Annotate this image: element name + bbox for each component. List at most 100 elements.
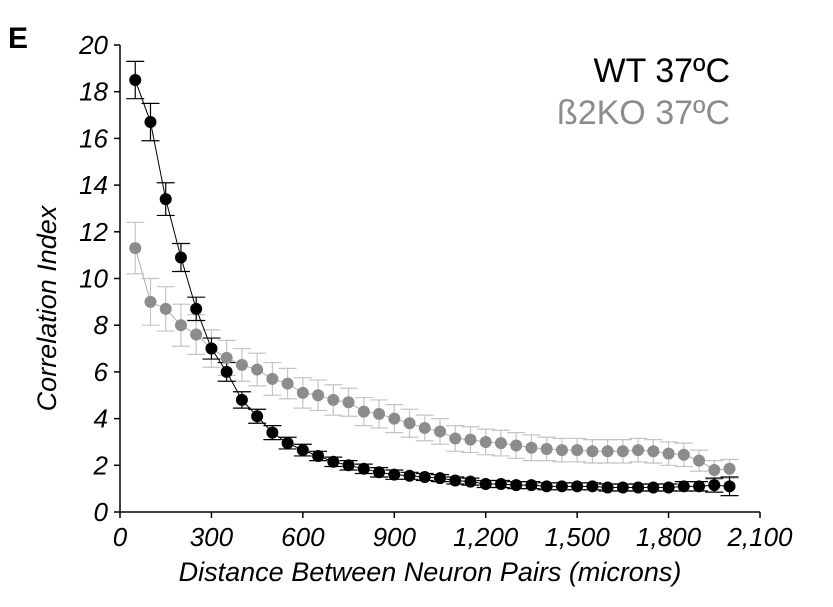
ko-errorbars	[126, 221, 739, 480]
wt-data-point	[235, 393, 248, 406]
ko-data-point	[662, 447, 675, 460]
wt-data-point	[449, 474, 462, 487]
wt-data-point	[220, 365, 233, 378]
wt-data-point	[571, 480, 584, 493]
wt-series-line	[134, 79, 730, 488]
wt-data-point	[510, 479, 523, 492]
wt-data-point	[479, 477, 492, 490]
panel-label: E	[8, 22, 28, 55]
ko-data-point	[129, 242, 142, 255]
wt-data-point	[464, 475, 477, 488]
wt-trend-line	[134, 79, 730, 488]
x-tick-label: 600	[281, 522, 325, 552]
ko-data-point	[190, 328, 203, 341]
ko-data-point	[540, 442, 553, 455]
wt-data-point	[693, 480, 706, 493]
ko-data-point	[632, 444, 645, 457]
wt-data-point	[190, 302, 203, 315]
wt-data-point	[159, 193, 172, 206]
ko-data-point	[373, 407, 386, 420]
y-tick-label: 8	[94, 310, 109, 340]
ko-data-point	[418, 421, 431, 434]
wt-data-point	[327, 455, 340, 468]
wt-data-point	[266, 426, 279, 439]
x-tick-label: 900	[373, 522, 417, 552]
wt-data-point	[540, 480, 553, 493]
x-axis-title: Distance Between Neuron Pairs (microns)	[179, 557, 682, 587]
y-tick-label: 10	[79, 264, 108, 294]
y-tick-label: 14	[79, 170, 108, 200]
wt-data-point	[205, 342, 218, 355]
wt-data-point	[708, 479, 721, 492]
legend: WT 37ºC ß2KO 37ºC	[557, 52, 730, 132]
x-tick-label: 1,800	[636, 522, 702, 552]
x-tick-label: 300	[190, 522, 234, 552]
wt-data-point	[525, 479, 538, 492]
ko-points	[129, 242, 736, 476]
y-axis-title: Correlation Index	[32, 204, 62, 411]
y-tick-label: 4	[94, 404, 108, 434]
x-tick-label: 2,100	[726, 522, 793, 552]
wt-data-point	[403, 469, 416, 482]
y-tick-label: 18	[79, 77, 108, 107]
wt-points	[129, 74, 736, 494]
ko-data-point	[677, 448, 690, 461]
y-tick-label: 6	[94, 357, 109, 387]
ko-data-point	[144, 295, 157, 308]
ko-data-point	[525, 441, 538, 454]
ko-data-point	[647, 445, 660, 458]
ko-data-point	[434, 425, 446, 438]
ko-data-point	[479, 435, 492, 448]
wt-data-point	[129, 74, 142, 87]
x-tick-label: 0	[113, 522, 128, 552]
wt-data-point	[312, 449, 325, 462]
ko-data-point	[281, 377, 294, 390]
legend-wt-label: WT 37ºC	[594, 52, 730, 90]
ko-data-point	[235, 358, 248, 371]
wt-data-point	[494, 477, 507, 490]
legend-ko-label: ß2KO 37ºC	[557, 94, 730, 132]
ko-data-point	[616, 445, 629, 458]
y-tick-label: 12	[79, 217, 108, 247]
y-tick-label: 2	[93, 450, 109, 480]
wt-data-point	[616, 481, 629, 494]
ko-data-point	[327, 393, 340, 406]
ko-data-point	[174, 319, 187, 332]
wt-data-point	[357, 462, 370, 475]
wt-data-point	[418, 470, 431, 483]
wt-data-point	[677, 480, 690, 493]
ko-data-point	[403, 417, 416, 430]
wt-data-point	[296, 444, 309, 457]
ko-data-point	[449, 432, 462, 445]
ko-data-point	[723, 462, 736, 475]
wt-data-point	[342, 459, 355, 472]
ko-data-point	[586, 445, 599, 458]
ko-data-point	[266, 372, 279, 385]
wt-data-point	[434, 472, 446, 485]
wt-data-point	[144, 116, 157, 129]
ko-data-point	[693, 454, 706, 467]
ko-data-point	[388, 412, 401, 425]
x-tick-label: 1,200	[453, 522, 519, 552]
y-tick-label: 20	[78, 30, 108, 60]
x-tick-label: 1,500	[545, 522, 611, 552]
ko-data-point	[555, 444, 568, 457]
ko-data-point	[510, 439, 523, 452]
wt-data-point	[373, 466, 386, 479]
ko-series-line	[134, 248, 730, 471]
wt-data-point	[388, 468, 401, 481]
y-tick-label: 16	[79, 123, 108, 153]
wt-data-point	[251, 410, 264, 423]
ko-data-point	[342, 396, 355, 409]
axes: 0 2 4 6 8 10 12 14 16 18 20 0 300 600 900 1,200 1,500 1,8…	[32, 30, 793, 587]
ko-data-point	[494, 437, 507, 450]
wt-data-point	[281, 437, 294, 450]
ko-trend-line	[134, 248, 730, 471]
wt-data-point	[662, 481, 675, 494]
wt-data-point	[647, 481, 660, 494]
ko-data-point	[251, 363, 264, 376]
y-tick-label: 0	[94, 497, 109, 527]
ko-data-point	[708, 463, 721, 476]
